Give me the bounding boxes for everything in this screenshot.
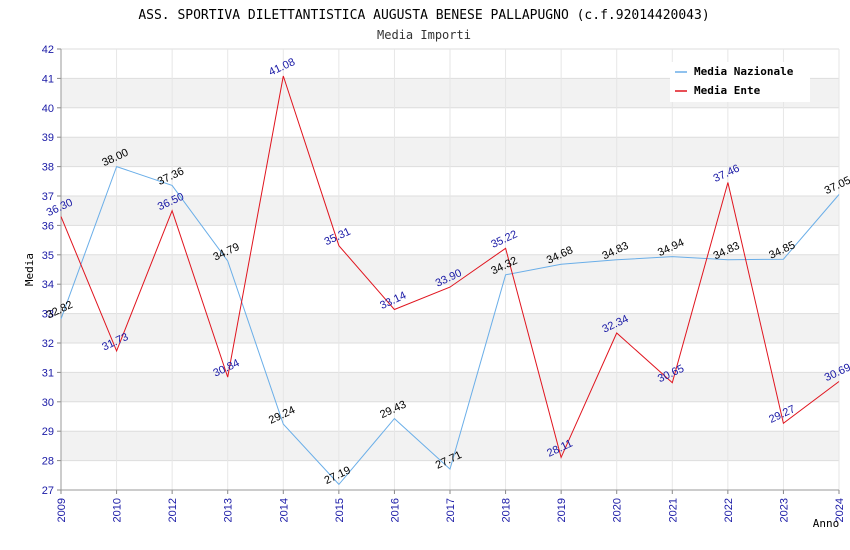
y-tick-label: 35 xyxy=(42,250,54,262)
y-tick-label: 42 xyxy=(42,44,54,56)
x-tick-label: 2023 xyxy=(778,498,790,522)
x-tick-label: 2013 xyxy=(223,498,235,522)
legend-label-media-nazionale: Media Nazionale xyxy=(694,65,794,78)
legend: Media Nazionale Media Ente xyxy=(670,62,810,102)
x-tick-label: 2010 xyxy=(112,498,124,522)
y-tick-label: 30 xyxy=(42,397,54,409)
y-tick-label: 29 xyxy=(42,426,54,438)
y-tick-label: 37 xyxy=(42,191,54,203)
y-tick-label: 27 xyxy=(42,485,54,497)
y-tick-label: 31 xyxy=(42,367,54,379)
x-tick-label: 2015 xyxy=(334,498,346,522)
data-label: 35.31 xyxy=(323,226,353,249)
y-tick-label: 38 xyxy=(42,162,54,174)
x-tick-label: 2012 xyxy=(167,498,179,522)
x-tick-label: 2018 xyxy=(501,498,513,522)
series-line-media-ente xyxy=(60,75,840,459)
x-tick-label: 2020 xyxy=(612,498,624,522)
chart-title: ASS. SPORTIVA DILETTANTISTICA AUGUSTA BE… xyxy=(138,8,709,23)
y-tick-label: 36 xyxy=(42,220,54,232)
x-tick-labels: 2009 2010 2012 2013 2014 2015 2016 2017 2018 2019… xyxy=(56,498,846,522)
legend-box xyxy=(670,62,810,102)
data-label: 29.24 xyxy=(267,404,297,427)
x-tick-label: 2016 xyxy=(389,498,401,522)
data-label: 29.27 xyxy=(767,403,797,426)
y-tick-label: 40 xyxy=(42,103,54,115)
series-lines xyxy=(60,75,840,486)
x-tick-label: 2017 xyxy=(445,498,457,522)
x-axis-label: Anno xyxy=(813,517,840,530)
y-tick-label: 34 xyxy=(42,279,54,291)
data-label: 41.08 xyxy=(267,56,297,79)
axes xyxy=(57,48,840,494)
y-tick-label: 32 xyxy=(42,338,54,350)
y-axis-label: Media xyxy=(23,253,36,286)
x-tick-label: 2014 xyxy=(278,498,290,522)
data-label: 35.22 xyxy=(489,228,519,251)
x-tick-label: 2022 xyxy=(723,498,735,522)
y-tick-label: 41 xyxy=(42,73,54,85)
chart-subtitle: Media Importi xyxy=(377,28,471,42)
legend-label-media-ente: Media Ente xyxy=(694,84,761,97)
series-line-media-nazionale xyxy=(60,165,840,486)
y-tick-label: 33 xyxy=(42,309,54,321)
x-tick-label: 2024 xyxy=(834,498,846,522)
y-tick-label: 39 xyxy=(42,132,54,144)
y-tick-label: 28 xyxy=(42,456,54,468)
x-tick-label: 2021 xyxy=(667,498,679,522)
data-label: 37.05 xyxy=(823,175,850,198)
y-tick-labels: 27 28 29 30 31 32 33 34 35 36 37 38 39 40 41 42 xyxy=(42,44,54,497)
x-tick-label: 2019 xyxy=(556,498,568,522)
x-tick-label: 2009 xyxy=(56,498,68,522)
